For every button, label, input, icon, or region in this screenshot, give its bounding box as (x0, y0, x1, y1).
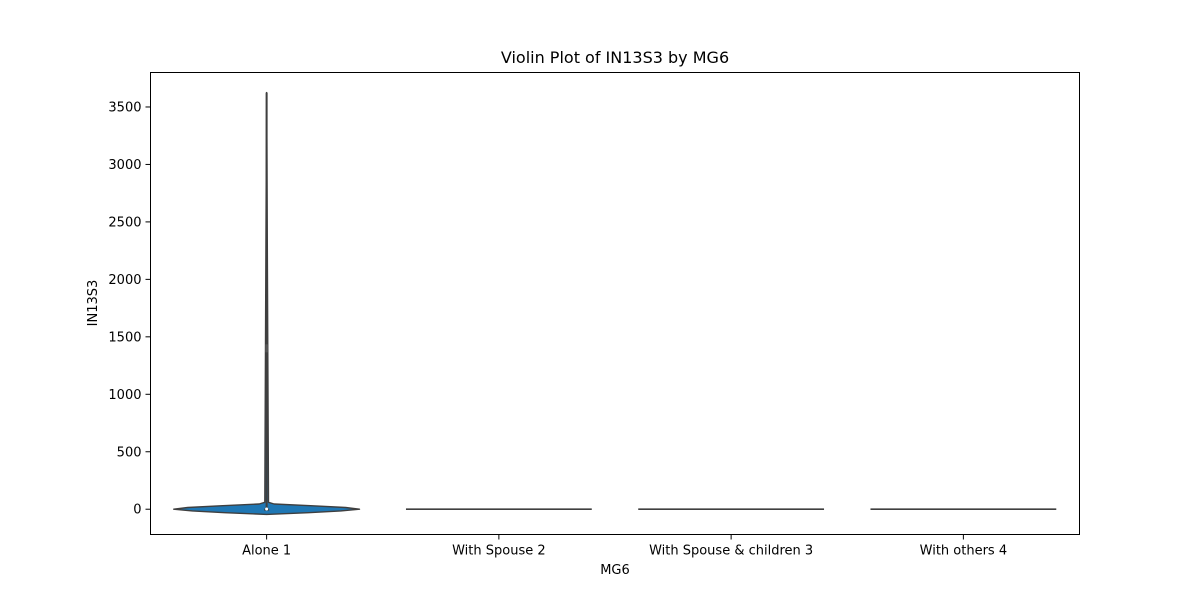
x-tick-label: With Spouse 2 (452, 544, 546, 559)
x-tick-label: Alone 1 (242, 544, 291, 559)
y-tick-label: 2000 (108, 273, 141, 288)
y-axis-label: IN13S3 (86, 280, 101, 327)
y-axis: 0 500 1000 1500 2000 2500 3000 3500 (108, 100, 151, 518)
x-axis: Alone 1 With Spouse 2 With Spouse & childr… (242, 534, 1007, 559)
violin-median (265, 507, 269, 511)
y-tick-label: 3500 (108, 100, 141, 115)
x-tick-label: With others 4 (920, 544, 1007, 559)
y-tick-label: 0 (133, 503, 141, 518)
x-axis-label: MG6 (600, 563, 630, 578)
y-tick-label: 500 (117, 445, 142, 460)
violin-1 (173, 91, 361, 516)
y-tick-label: 1500 (108, 330, 141, 345)
plot-frame (150, 72, 1080, 535)
x-tick-label: With Spouse & children 3 (649, 544, 813, 559)
y-tick-label: 3000 (108, 158, 141, 173)
violins-group (173, 91, 1057, 516)
y-tick-label: 2500 (108, 215, 141, 230)
chart-title: Violin Plot of IN13S3 by MG6 (501, 48, 729, 67)
y-tick-label: 1000 (108, 388, 141, 403)
